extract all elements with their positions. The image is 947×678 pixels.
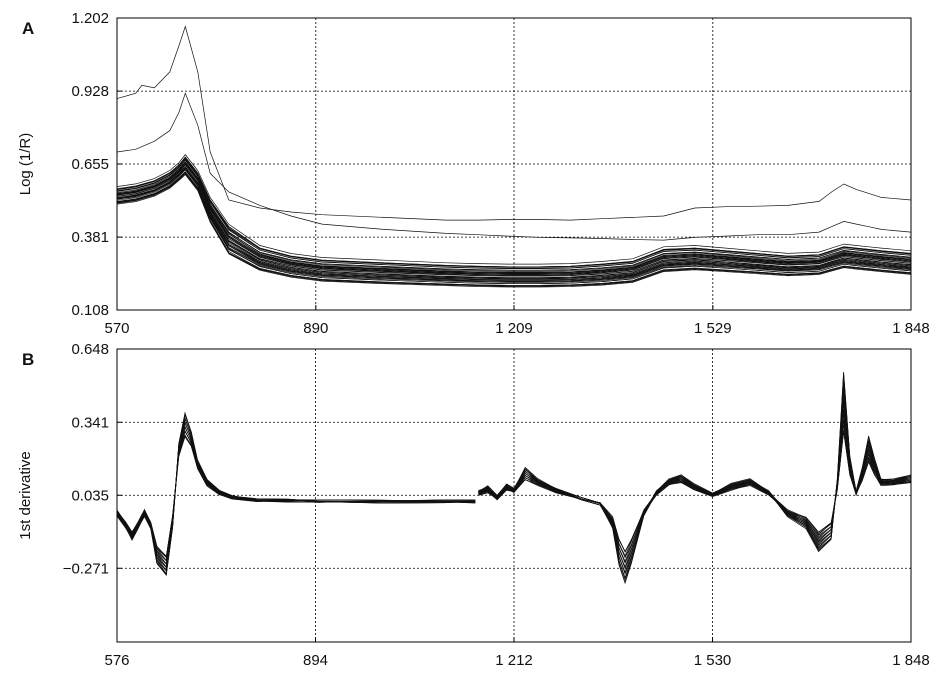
panel-b-x-tick-2: 1 212 <box>495 652 533 669</box>
panel-b-series-25 <box>478 382 911 579</box>
panel-b-series-9 <box>117 417 476 572</box>
panel-a-x-tick-3: 1 529 <box>694 320 732 337</box>
panel-b-y-axis-label: 1st derivative <box>17 451 34 539</box>
panel-b-series-39 <box>478 430 911 553</box>
panel-a-x-tick-2: 1 209 <box>495 320 533 337</box>
panel-a-y-tick-0: 0.108 <box>71 302 109 319</box>
panel-b-series-10 <box>117 421 476 569</box>
panel-b-x-tick-0: 576 <box>104 652 129 669</box>
panel-a-series-27 <box>117 164 911 277</box>
panel-b-series-24 <box>478 378 911 581</box>
panel-a-series-37 <box>117 173 911 287</box>
panel-b-plot-frame <box>116 348 912 643</box>
panel-a: A 570 890 1 209 1 529 1 848 0.108 0.381 0.655 0.… <box>17 10 930 337</box>
panel-a-y-tick-3: 0.928 <box>71 83 109 100</box>
panel-a-series-9 <box>117 156 911 268</box>
panel-a-series-1 <box>117 92 911 241</box>
panel-b-series-21 <box>117 434 476 559</box>
panel-a-series-0 <box>117 25 911 221</box>
panel-b-y-tick-0: −0.271 <box>63 560 109 577</box>
panel-a-series-36 <box>117 174 911 288</box>
panel-a-series-39 <box>117 172 911 286</box>
panel-letter-a: A <box>22 19 34 38</box>
panel-a-x-tick-1: 890 <box>303 320 328 337</box>
panel-b-y-tick-1: 0.035 <box>71 487 109 504</box>
panel-a-x-tick-4: 1 848 <box>892 320 930 337</box>
panel-a-series-31 <box>117 166 911 279</box>
panel-b-series-8 <box>117 418 476 572</box>
panel-a-series-5 <box>117 154 911 265</box>
panel-b-spectra <box>117 371 911 585</box>
panel-b-x-tick-3: 1 530 <box>694 652 732 669</box>
panel-a-y-tick-4: 1.202 <box>71 10 109 27</box>
panel-b-series-22 <box>478 371 911 585</box>
panel-a-plot-frame <box>116 17 912 311</box>
panel-a-y-axis-label: Log (1/R) <box>17 133 34 196</box>
panel-a-y-tick-1: 0.381 <box>71 229 109 246</box>
panel-a-series-16 <box>117 159 911 271</box>
panel-b-series-0 <box>117 411 476 577</box>
panel-letter-b: B <box>22 350 34 369</box>
panel-a-series-12 <box>117 157 911 269</box>
panel-a-y-tick-2: 0.655 <box>71 156 109 173</box>
panel-a-spectra <box>117 25 911 288</box>
panel-a-x-tick-0: 570 <box>104 320 129 337</box>
panel-b-series-36 <box>478 420 911 559</box>
panel-a-series-23 <box>117 162 911 276</box>
panel-b-series-6 <box>117 412 476 576</box>
panel-a-series-38 <box>117 169 911 283</box>
panel-b-y-tick-2: 0.341 <box>71 414 109 431</box>
panel-b-y-tick-3: 0.648 <box>71 341 109 358</box>
panel-a-series-20 <box>117 161 911 274</box>
panel-b-series-7 <box>117 416 476 572</box>
panel-b-series-5 <box>117 413 476 575</box>
panel-b-x-tick-4: 1 848 <box>892 652 930 669</box>
panel-a-series-32 <box>117 171 911 284</box>
panel-b-series-4 <box>117 412 476 576</box>
panel-b: B 576 894 1 212 1 530 1 848 −0.271 0.035 0.341 0… <box>17 341 930 669</box>
panel-b-x-tick-1: 894 <box>303 652 328 669</box>
